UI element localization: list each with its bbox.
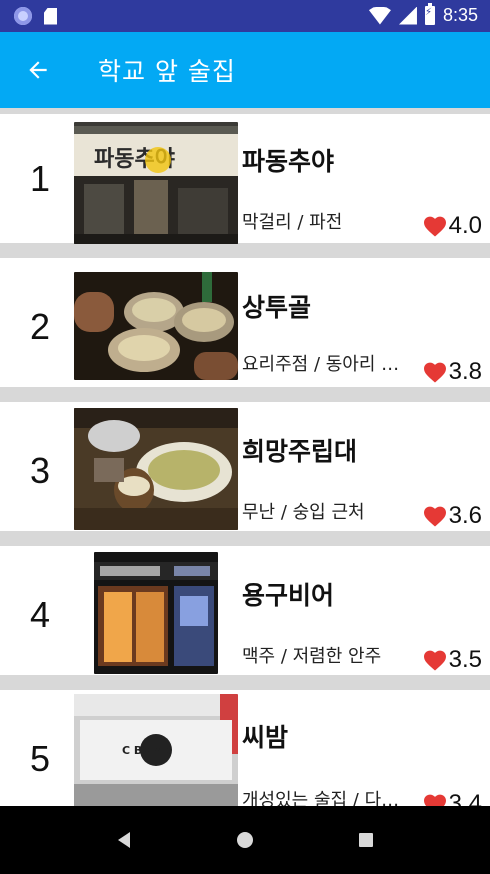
- page-title: 학교 앞 술집: [98, 57, 236, 86]
- pub-photo: C BOMB: [74, 694, 238, 806]
- battery-icon: [424, 3, 435, 25]
- list-item[interactable]: 4 용구비어 맥주 / 저렴한 안주 3.5: [0, 546, 490, 675]
- signal-icon: [398, 6, 417, 25]
- list-item[interactable]: 1 파동추야 파동추야 막걸리 / 파전 4.0: [0, 114, 490, 244]
- pub-photo: [74, 272, 238, 380]
- list-item[interactable]: 3 희망주립대 무난 / 숭입 근처 3.6: [0, 402, 490, 531]
- notification-dot-icon: [14, 7, 32, 25]
- pub-description: 개성있는 술집 / 다양한 메뉴: [242, 790, 410, 806]
- pub-description: 막걸리 / 파전: [242, 212, 343, 233]
- list-item[interactable]: 5 C BOMB 씨밤 개성있는 술집 / 다양한 메뉴 3.4: [0, 690, 490, 806]
- pub-photo: [94, 552, 218, 674]
- status-time: 8:35: [442, 5, 478, 25]
- rank-number: 2: [29, 306, 51, 347]
- rating: 3.8: [423, 358, 482, 386]
- sd-card-icon: [44, 7, 57, 25]
- rating: 3.6: [423, 502, 482, 530]
- heart-icon: [423, 362, 446, 383]
- heart-icon: [423, 506, 446, 527]
- rating-value: 3.8: [448, 358, 482, 385]
- navigation-bar: [0, 806, 490, 874]
- pub-description: 요리주점 / 동아리 모임: [242, 354, 410, 375]
- pub-description: 맥주 / 저렴한 안주: [242, 646, 382, 667]
- rank-number: 3: [29, 450, 51, 491]
- heart-icon: [423, 650, 446, 671]
- rank-number: 5: [29, 738, 51, 779]
- rank-number: 4: [29, 594, 51, 635]
- pub-description: 무난 / 숭입 근처: [242, 502, 365, 523]
- heart-icon: [423, 794, 446, 806]
- rating-value: 3.4: [448, 790, 482, 806]
- pub-list[interactable]: 1 파동추야 파동추야 막걸리 / 파전 4.0 2: [0, 108, 490, 806]
- back-arrow-icon: [29, 61, 47, 79]
- app-bar: 학교 앞 술집: [0, 32, 490, 108]
- back-button[interactable]: [20, 54, 56, 86]
- pub-name: 희망주립대: [242, 437, 358, 466]
- list-item[interactable]: 2 상투골 요리주점 / 동아리 모임 3.8: [0, 258, 490, 387]
- rank-number: 1: [29, 158, 51, 199]
- nav-recent-icon[interactable]: [352, 826, 380, 854]
- pub-name: 파동추야: [242, 147, 335, 176]
- status-bar: 8:35: [0, 0, 490, 32]
- heart-icon: [423, 216, 446, 237]
- pub-name: 용구비어: [242, 581, 335, 610]
- rating-value: 4.0: [448, 212, 482, 239]
- pub-name: 씨밤: [242, 723, 289, 752]
- rating-value: 3.6: [448, 502, 482, 529]
- sign-text: C BOMB: [122, 744, 171, 757]
- wifi-icon: [368, 6, 391, 25]
- rating: 4.0: [423, 212, 482, 240]
- rating: 3.4: [423, 790, 482, 806]
- rating: 3.5: [423, 646, 482, 674]
- nav-back-icon[interactable]: [110, 826, 138, 854]
- pub-name: 상투골: [242, 293, 312, 322]
- rating-value: 3.5: [448, 646, 482, 673]
- pub-photo: [74, 408, 238, 530]
- pub-photo: 파동추야: [74, 122, 238, 244]
- nav-home-icon[interactable]: [231, 826, 259, 854]
